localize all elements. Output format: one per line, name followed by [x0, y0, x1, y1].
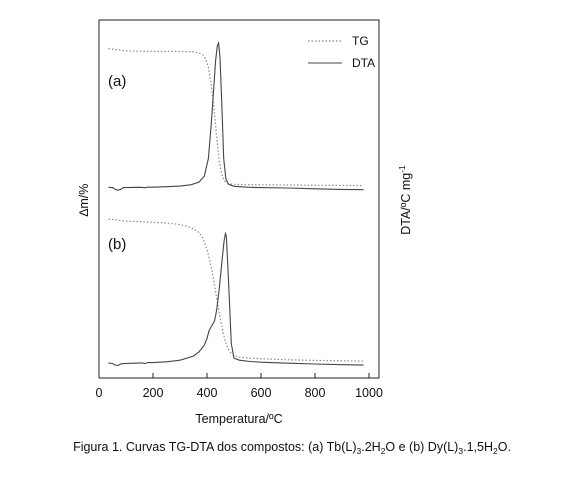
x-tick-label: 1000 — [355, 386, 383, 400]
series-tg-panel-b — [108, 218, 364, 362]
legend-tg-label: TG — [352, 34, 369, 48]
plot-frame — [98, 19, 380, 379]
y-axis-left-label: ∆m/% — [77, 184, 91, 217]
x-axis-label: Temperatura/ºC — [195, 412, 282, 426]
y-axis-right-label-superscript: -1 — [397, 165, 407, 173]
x-tick-label: 600 — [251, 386, 272, 400]
x-tick-label: 800 — [305, 386, 326, 400]
x-axis-ticks: 0 200 400 600 800 1000 — [96, 373, 383, 400]
y-axis-right-label: DTA/ºC mg-1 — [397, 165, 413, 235]
x-tick-label: 400 — [197, 386, 218, 400]
caption-text-5: O. — [497, 440, 511, 454]
caption-text-3: O e (b) Dy(L) — [385, 440, 459, 454]
panel-label-b: (b) — [108, 236, 126, 253]
caption-sub-2: 2 — [380, 446, 386, 456]
y-axis-right-label-main: DTA/ºC mg — [399, 173, 413, 235]
caption-text-4: .1,5H — [463, 440, 493, 454]
series-dta-panel-b — [108, 231, 364, 367]
x-tick-label: 0 — [96, 386, 103, 400]
caption-sub-1: 3 — [356, 446, 362, 456]
panel-label-a: (a) — [108, 73, 126, 90]
series-tg-panel-a — [108, 48, 364, 187]
figure-caption: Figura 1. Curvas TG-DTA dos compostos: (… — [0, 440, 584, 456]
caption-text-1: Figura 1. Curvas TG-DTA dos compostos: (… — [73, 440, 357, 454]
caption-text-2: .2H — [361, 440, 381, 454]
caption-sub-3: 3 — [458, 446, 464, 456]
series-dta-panel-a — [108, 40, 364, 191]
x-tick-label: 200 — [143, 386, 164, 400]
caption-sub-4: 2 — [492, 446, 498, 456]
legend: TG DTA — [308, 34, 375, 70]
legend-dta-label: DTA — [352, 56, 375, 70]
